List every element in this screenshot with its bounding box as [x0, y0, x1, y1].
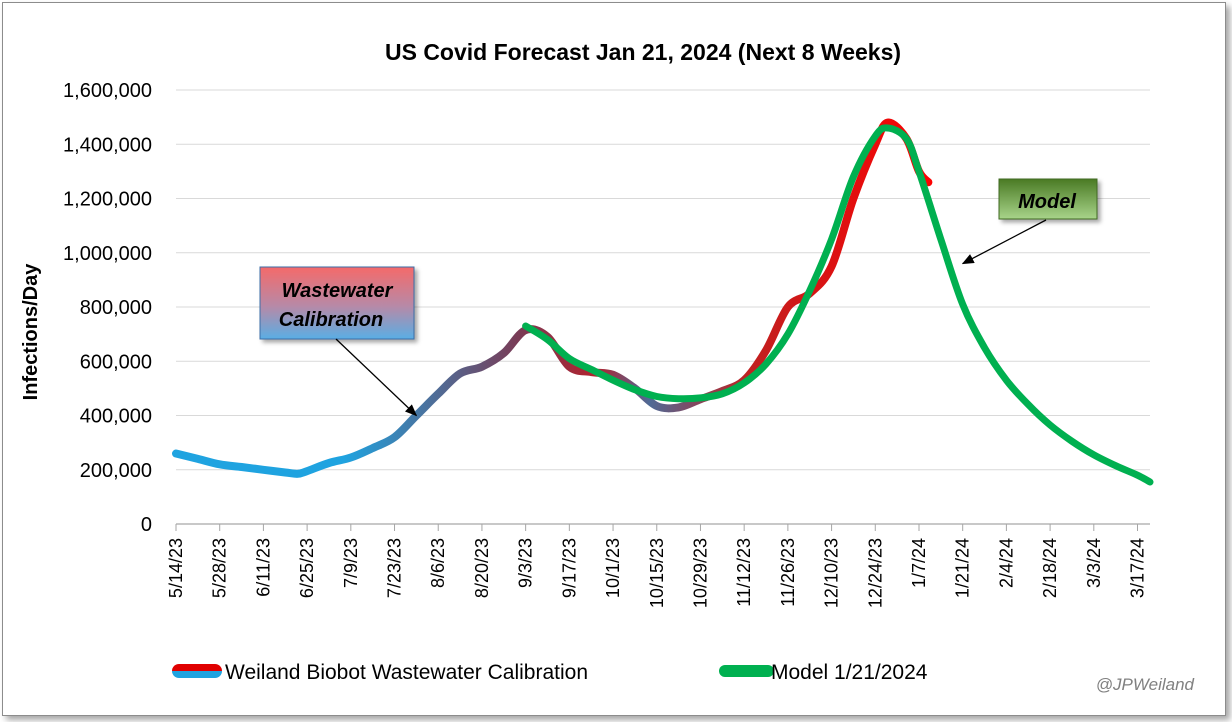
legend-label-model: Model 1/21/2024	[771, 661, 928, 684]
series-line-model	[522, 124, 1154, 486]
x-tick-label: 7/23/23	[385, 538, 405, 598]
wastewater-callout-arrow	[335, 338, 418, 417]
wastewater-callout-box	[259, 266, 415, 340]
x-tick-label: 6/11/23	[253, 538, 273, 597]
x-tick-label: 3/3/24	[1084, 538, 1104, 588]
x-tick-label: 8/20/23	[472, 538, 492, 598]
wastewater-callout: Wastewater Calibration	[259, 266, 418, 417]
x-tick-label: 10/29/23	[690, 538, 710, 608]
legend-label-biobot: Weiland Biobot Wastewater Calibration	[225, 661, 588, 684]
y-tick-label: 1,200,000	[63, 189, 152, 211]
x-tick-label: 5/28/23	[210, 538, 230, 598]
credit-text: @JPWeiland	[1096, 675, 1195, 694]
x-tick-label: 9/17/23	[559, 538, 579, 598]
y-tick-label: 200,000	[80, 460, 152, 482]
x-tick-label: 5/14/23	[166, 538, 186, 598]
x-tick-label: 2/4/24	[996, 538, 1016, 588]
y-tick-label: 1,400,000	[63, 134, 152, 156]
x-axis: 5/14/23 5/28/23 6/11/23 6/25/23 7/9/23 7/23/2…	[166, 523, 1150, 608]
x-tick-label: 9/3/23	[516, 538, 536, 588]
legend-swatch-biobot	[172, 664, 222, 678]
y-axis-label: Infections/Day	[20, 263, 42, 401]
x-tick-label: 6/25/23	[297, 538, 317, 598]
wastewater-callout-line1: Wastewater	[282, 280, 394, 302]
y-tick-label: 400,000	[80, 406, 152, 428]
x-tick-label: 2/18/24	[1040, 538, 1060, 598]
legend: Weiland Biobot Wastewater Calibration Mo…	[172, 661, 928, 684]
y-tick-label: 600,000	[80, 351, 152, 373]
model-callout-label: Model	[1018, 191, 1076, 213]
y-tick-label: 800,000	[80, 297, 152, 319]
x-tick-label: 10/1/23	[603, 538, 623, 598]
x-tick-label: 12/24/23	[865, 538, 885, 608]
x-tick-label: 12/10/23	[822, 538, 842, 608]
model-callout-box	[998, 178, 1098, 220]
y-axis-ticks: 0 200,000 400,000 600,000 800,000 1,000,000 1,…	[63, 80, 152, 536]
x-tick-label: 3/17/24	[1128, 538, 1148, 598]
x-tick-label: 10/15/23	[647, 538, 667, 608]
x-tick-label: 1/21/24	[953, 538, 973, 598]
x-tick-label: 11/26/23	[778, 538, 798, 607]
x-tick-label: 7/9/23	[341, 538, 361, 588]
y-tick-label: 0	[141, 514, 152, 536]
x-tick-label: 1/7/24	[909, 538, 929, 588]
y-tick-label: 1,000,000	[63, 243, 152, 265]
wastewater-callout-line2: Calibration	[279, 309, 383, 331]
model-callout-arrow	[961, 219, 1047, 265]
x-tick-label: 8/6/23	[428, 538, 448, 588]
chart-title: US Covid Forecast Jan 21, 2024 (Next 8 W…	[385, 39, 901, 65]
y-tick-label: 1,600,000	[63, 80, 152, 102]
series-lines	[172, 118, 1154, 486]
gridlines	[176, 89, 1150, 471]
x-tick-label: 11/12/23	[734, 538, 754, 607]
model-callout: Model	[961, 178, 1098, 265]
